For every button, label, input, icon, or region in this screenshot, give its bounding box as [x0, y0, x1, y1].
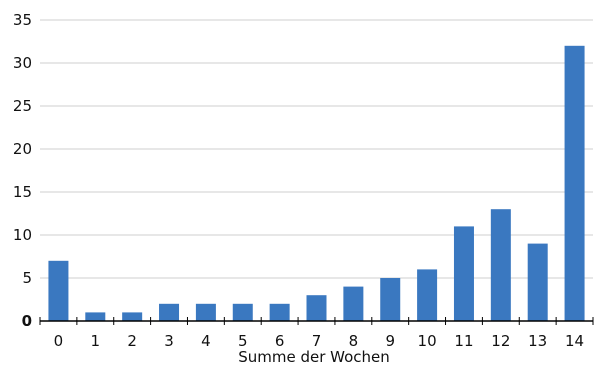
- bar-3: [159, 303, 180, 321]
- bar-11: [453, 226, 474, 321]
- x-tick-label-9: 9: [385, 332, 395, 350]
- x-tick-label-12: 12: [491, 332, 510, 350]
- y-tick-label-20: 20: [13, 140, 32, 158]
- y-tick-label-5: 5: [22, 269, 32, 287]
- x-tick-label-7: 7: [312, 332, 322, 350]
- bar-6: [269, 303, 290, 321]
- axes: [39, 317, 594, 325]
- x-tick-label-0: 0: [54, 332, 64, 350]
- bar-9: [380, 278, 401, 321]
- bars: [48, 45, 585, 322]
- bar-1: [85, 312, 106, 321]
- x-tick-label-2: 2: [127, 332, 137, 350]
- bar-5: [232, 303, 253, 321]
- bar-2: [122, 312, 143, 321]
- y-tick-label-25: 25: [13, 97, 32, 115]
- x-tick-label-10: 10: [418, 332, 437, 350]
- x-tick-label-3: 3: [164, 332, 174, 350]
- grid-lines: [40, 19, 593, 279]
- x-tick-label-5: 5: [238, 332, 248, 350]
- bar-10: [417, 269, 438, 321]
- x-tick-label-13: 13: [528, 332, 547, 350]
- y-tick-label-30: 30: [13, 54, 32, 72]
- x-tick-label-14: 14: [565, 332, 584, 350]
- bar-12: [490, 209, 511, 321]
- bar-14: [564, 45, 585, 322]
- x-tick-label-8: 8: [349, 332, 359, 350]
- x-axis-label: Summe der Wochen: [238, 348, 390, 366]
- bar-13: [527, 243, 548, 321]
- y-tick-label-15: 15: [13, 183, 32, 201]
- x-tick-label-6: 6: [275, 332, 285, 350]
- y-tick-label-10: 10: [13, 226, 32, 244]
- bar-4: [195, 303, 216, 321]
- x-tick-label-1: 1: [91, 332, 101, 350]
- bar-0: [48, 260, 69, 321]
- y-tick-label-0: 0: [22, 312, 32, 330]
- bar-8: [343, 286, 364, 321]
- bar-7: [306, 295, 327, 321]
- x-tick-label-4: 4: [201, 332, 211, 350]
- y-tick-label-35: 35: [13, 11, 32, 29]
- x-tick-label-11: 11: [454, 332, 473, 350]
